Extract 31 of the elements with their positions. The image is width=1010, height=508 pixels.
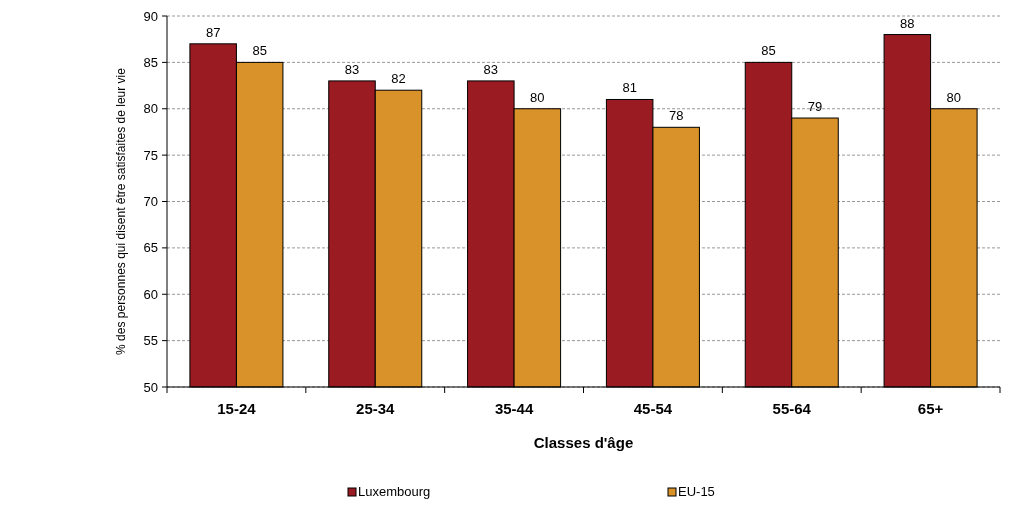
data-label: 88 [900, 15, 915, 31]
y-tick-label: 50 [143, 379, 158, 395]
y-tick-label: 70 [143, 194, 158, 210]
data-label: 85 [761, 43, 776, 59]
x-tick-label: 65+ [917, 400, 944, 417]
data-label: 85 [252, 43, 267, 59]
y-tick-label: 55 [143, 333, 158, 349]
data-label: 82 [391, 71, 406, 87]
x-tick-label: 45-54 [633, 400, 673, 417]
x-tick-label: 55-64 [772, 400, 812, 417]
y-tick-label: 80 [143, 101, 158, 117]
x-axis-title: Classes d'âge [533, 434, 634, 451]
legend-label: EU-15 [678, 484, 715, 499]
legend-label: Luxembourg [358, 484, 431, 499]
y-tick-label: 65 [143, 240, 158, 256]
data-label: 81 [622, 80, 637, 96]
data-label: 80 [946, 89, 962, 105]
y-tick-label: 60 [143, 286, 158, 302]
y-axis-title: % des personnes qui disent être satisfaites de leur vie [114, 67, 128, 355]
data-label: 79 [807, 99, 823, 115]
y-tick-label: 90 [143, 8, 158, 24]
data-label: 83 [344, 61, 360, 77]
x-tick-label: 25-34 [356, 400, 396, 417]
data-label: 78 [668, 108, 684, 124]
y-tick-label: 75 [143, 147, 158, 163]
x-tick-label: 15-24 [217, 400, 257, 417]
y-tick-label: 85 [143, 54, 158, 70]
data-label: 83 [483, 61, 499, 77]
x-tick-label: 35-44 [494, 400, 534, 417]
data-label: 87 [205, 24, 221, 40]
data-label: 80 [530, 89, 545, 105]
